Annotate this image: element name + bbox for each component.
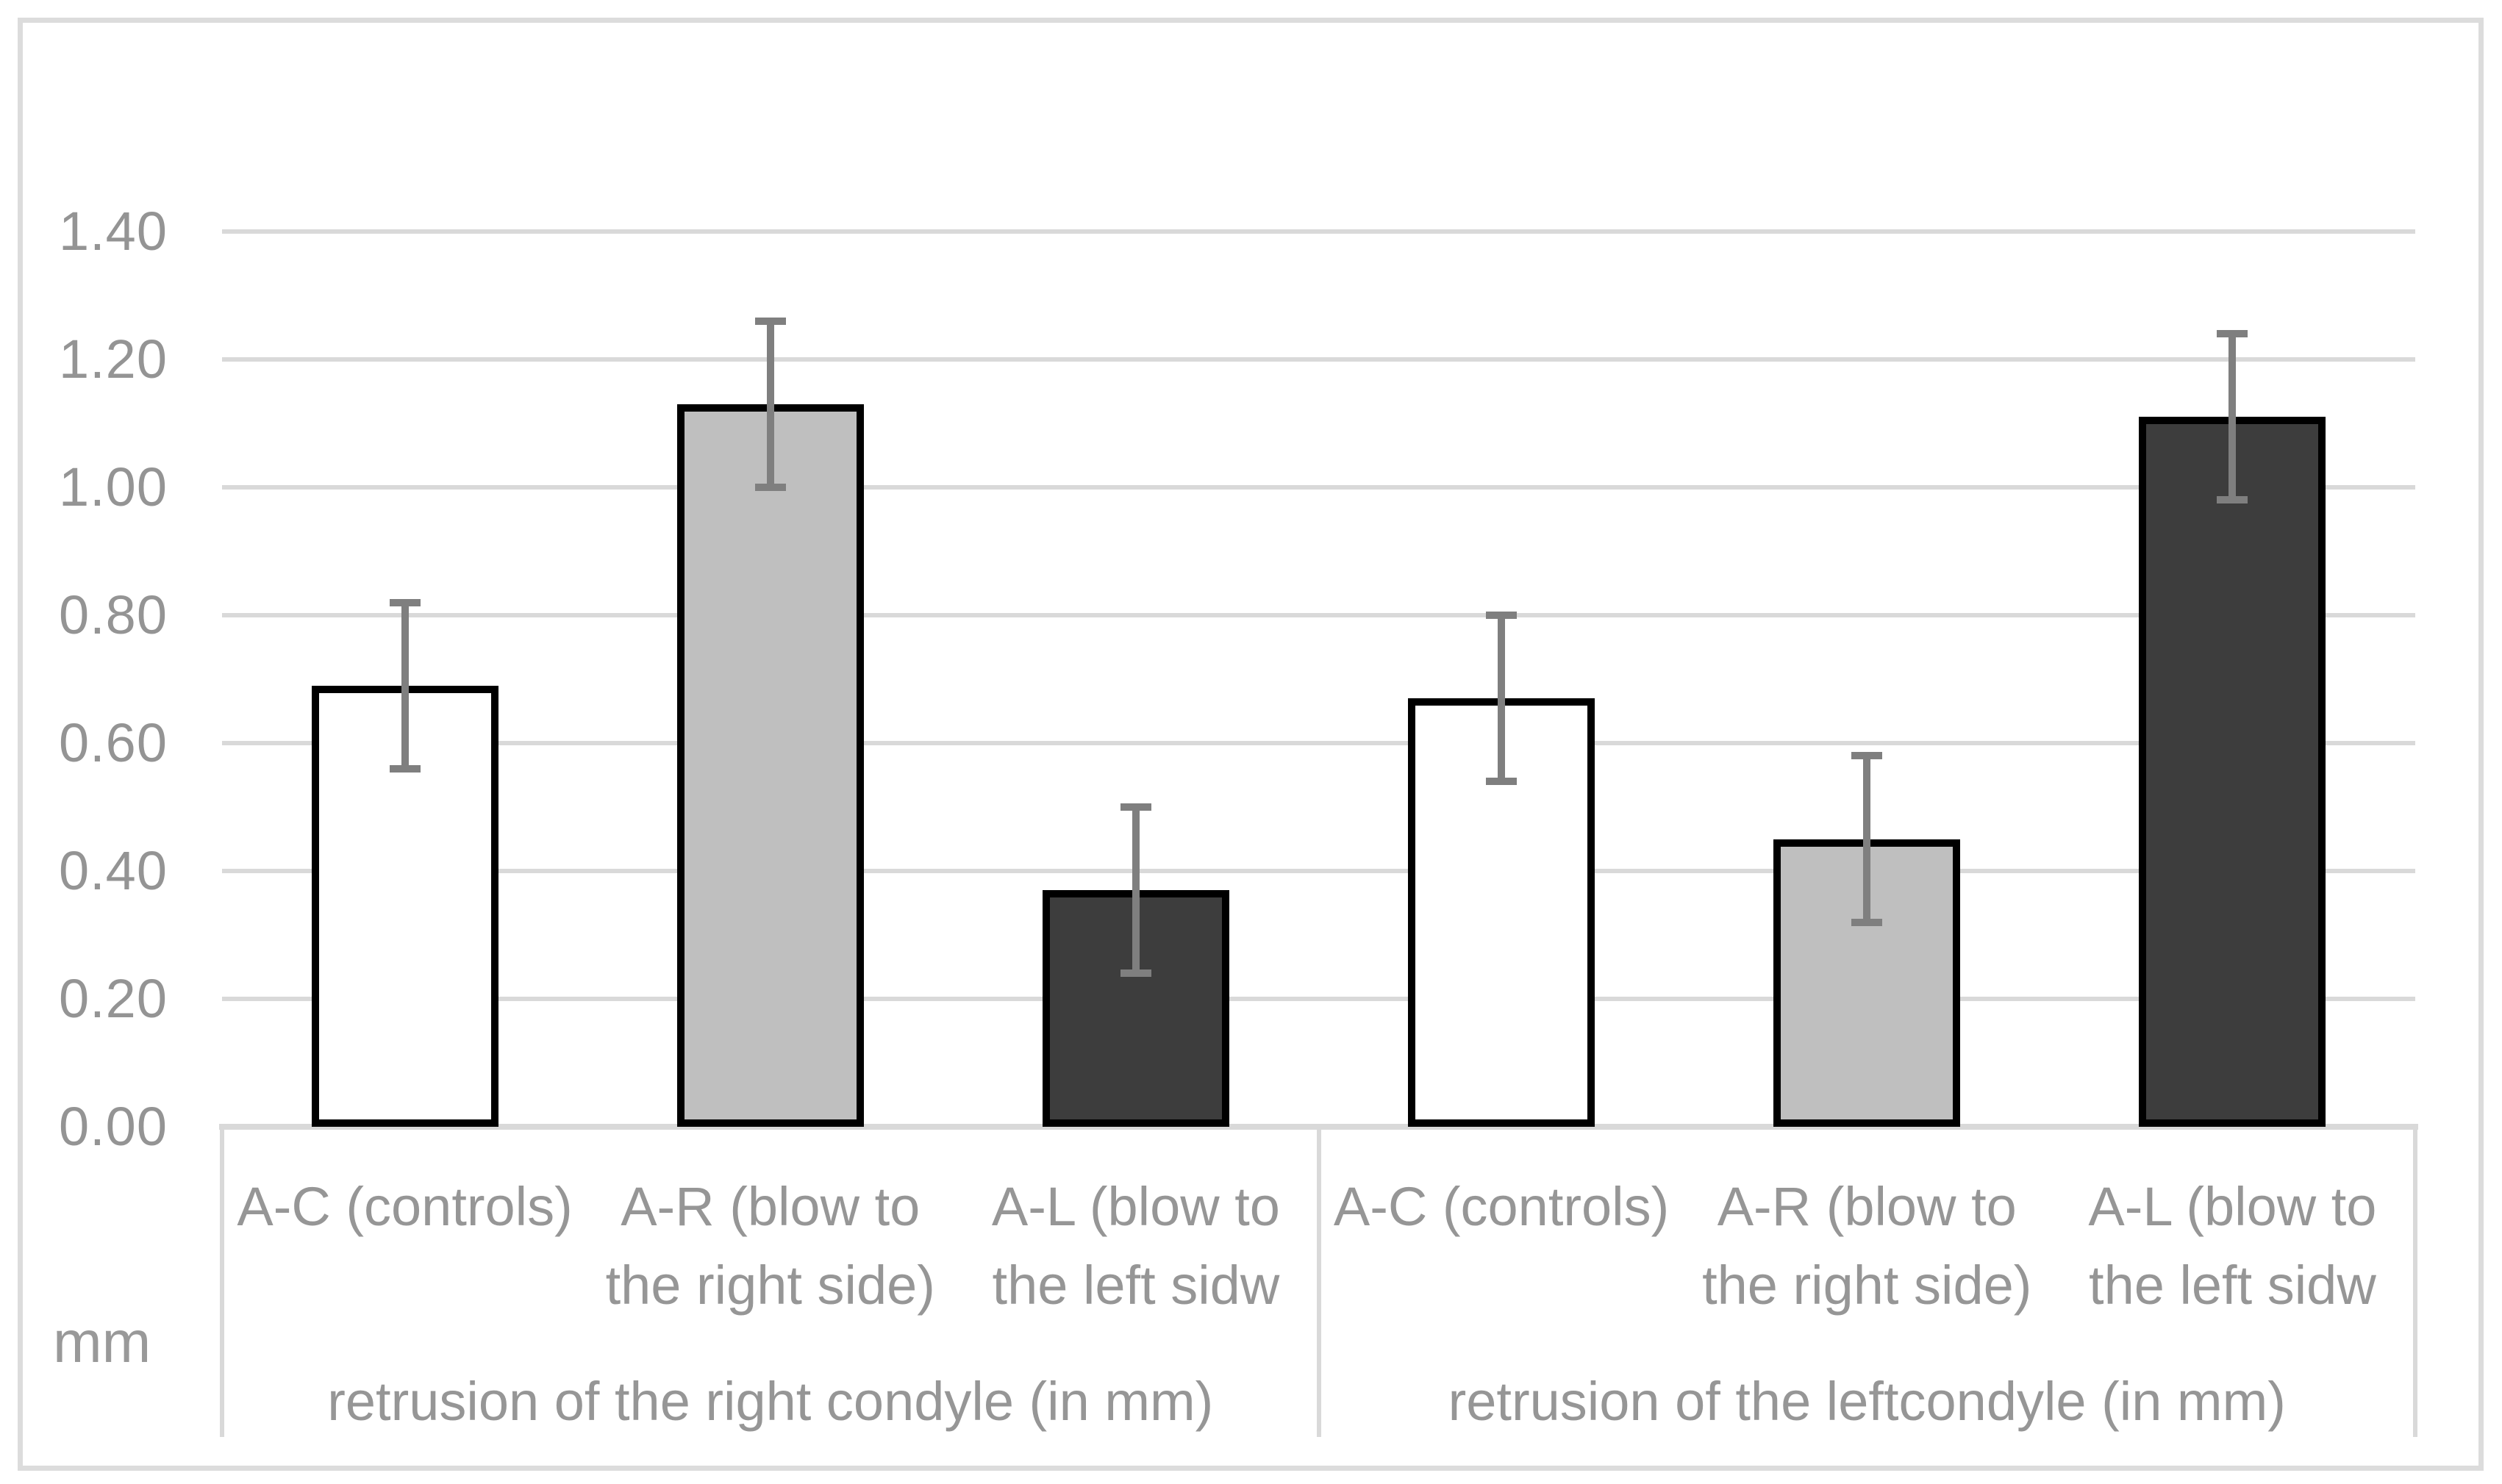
- gridline-0.40: [222, 869, 2415, 873]
- gridline-1.40: [222, 229, 2415, 234]
- y-axis-tick-label-0.60: 0.60: [58, 712, 168, 773]
- category-label-line: the right side): [605, 1255, 935, 1316]
- error-bar-bottom-cap: [1486, 778, 1518, 786]
- error-bar-stem: [1498, 615, 1506, 782]
- y-axis-tick-label-0.40: 0.40: [58, 840, 168, 901]
- category-label-a-r-blow-to-the-right-side: A-R (blow to the right side): [1639, 1167, 2095, 1325]
- error-bar-top-cap: [2217, 330, 2248, 338]
- error-bar-top-cap: [754, 317, 786, 325]
- category-label-line: A-R (blow to: [621, 1176, 921, 1237]
- chart-figure: mm 1.40 1.20 1.00 0.80 0.60 0.40 0.20 0.00 A-C (…: [18, 18, 2484, 1471]
- y-axis-tick-label-0.80: 0.80: [58, 584, 168, 645]
- category-label-line: A-L (blow to: [991, 1176, 1280, 1237]
- y-axis-tick-label-0.20: 0.20: [58, 968, 168, 1029]
- y-axis-tick-label-1.20: 1.20: [58, 329, 168, 390]
- category-label-a-c-controls: A-C (controls): [177, 1167, 633, 1246]
- error-bar-stem: [766, 320, 774, 487]
- group-label-2: retrusion of the leftcondyle (in mm): [1448, 1371, 2286, 1432]
- category-label-a-c-controls: A-C (controls): [1273, 1167, 1729, 1246]
- error-bar-stem: [2228, 334, 2237, 501]
- error-bar-bottom-cap: [1120, 969, 1151, 978]
- group-label-1: retrusion of the right condyle (in mm): [327, 1371, 1214, 1432]
- category-label-line: A-C (controls): [237, 1176, 573, 1237]
- gridline-0.60: [222, 741, 2415, 745]
- y-axis-tick-label-0.00: 0.00: [58, 1096, 168, 1157]
- gridline-1.20: [222, 357, 2415, 362]
- category-label-a-l-blow-to-the-left-sidw: A-L (blow to the left sidw: [2004, 1167, 2460, 1325]
- category-label-a-r-blow-to-the-right-side: A-R (blow to the right side): [543, 1167, 998, 1325]
- y-axis-unit-label: mm: [53, 1309, 151, 1374]
- error-bar-top-cap: [1486, 612, 1518, 619]
- gridline-0.20: [222, 997, 2415, 1001]
- error-bar-bottom-cap: [389, 764, 421, 773]
- category-label-line: A-C (controls): [1333, 1176, 1670, 1237]
- bar-a-r-blow-to-the-right-side-group1: [676, 404, 864, 1127]
- error-bar-bottom-cap: [1851, 918, 1883, 926]
- label-area-right-border: [2413, 1127, 2417, 1437]
- gridline-1.00: [222, 485, 2415, 490]
- category-label-line: the left sidw: [992, 1255, 1280, 1316]
- error-bar-bottom-cap: [754, 484, 786, 491]
- group-divider-border: [1316, 1127, 1321, 1437]
- gridline-0.80: [222, 613, 2415, 617]
- error-bar-stem: [1132, 807, 1140, 974]
- error-bar-top-cap: [1851, 752, 1883, 760]
- error-bar-top-cap: [389, 598, 421, 606]
- bar-a-l-blow-to-the-left-sidw-group2: [2139, 417, 2326, 1127]
- error-bar-top-cap: [1120, 803, 1151, 811]
- category-label-line: the left sidw: [2089, 1255, 2376, 1316]
- label-area-left-border: [220, 1127, 224, 1437]
- category-label-line: the right side): [1702, 1255, 2032, 1316]
- error-bar-stem: [1863, 756, 1871, 922]
- y-axis-tick-label-1.40: 1.40: [58, 201, 168, 262]
- category-label-line: A-R (blow to: [1717, 1176, 2017, 1237]
- category-label-a-l-blow-to-the-left-sidw: A-L (blow to the left sidw: [908, 1167, 1364, 1325]
- error-bar-stem: [401, 602, 409, 769]
- category-label-line: A-L (blow to: [2088, 1176, 2377, 1237]
- y-axis-tick-label-1.00: 1.00: [58, 456, 168, 517]
- error-bar-bottom-cap: [2217, 496, 2248, 504]
